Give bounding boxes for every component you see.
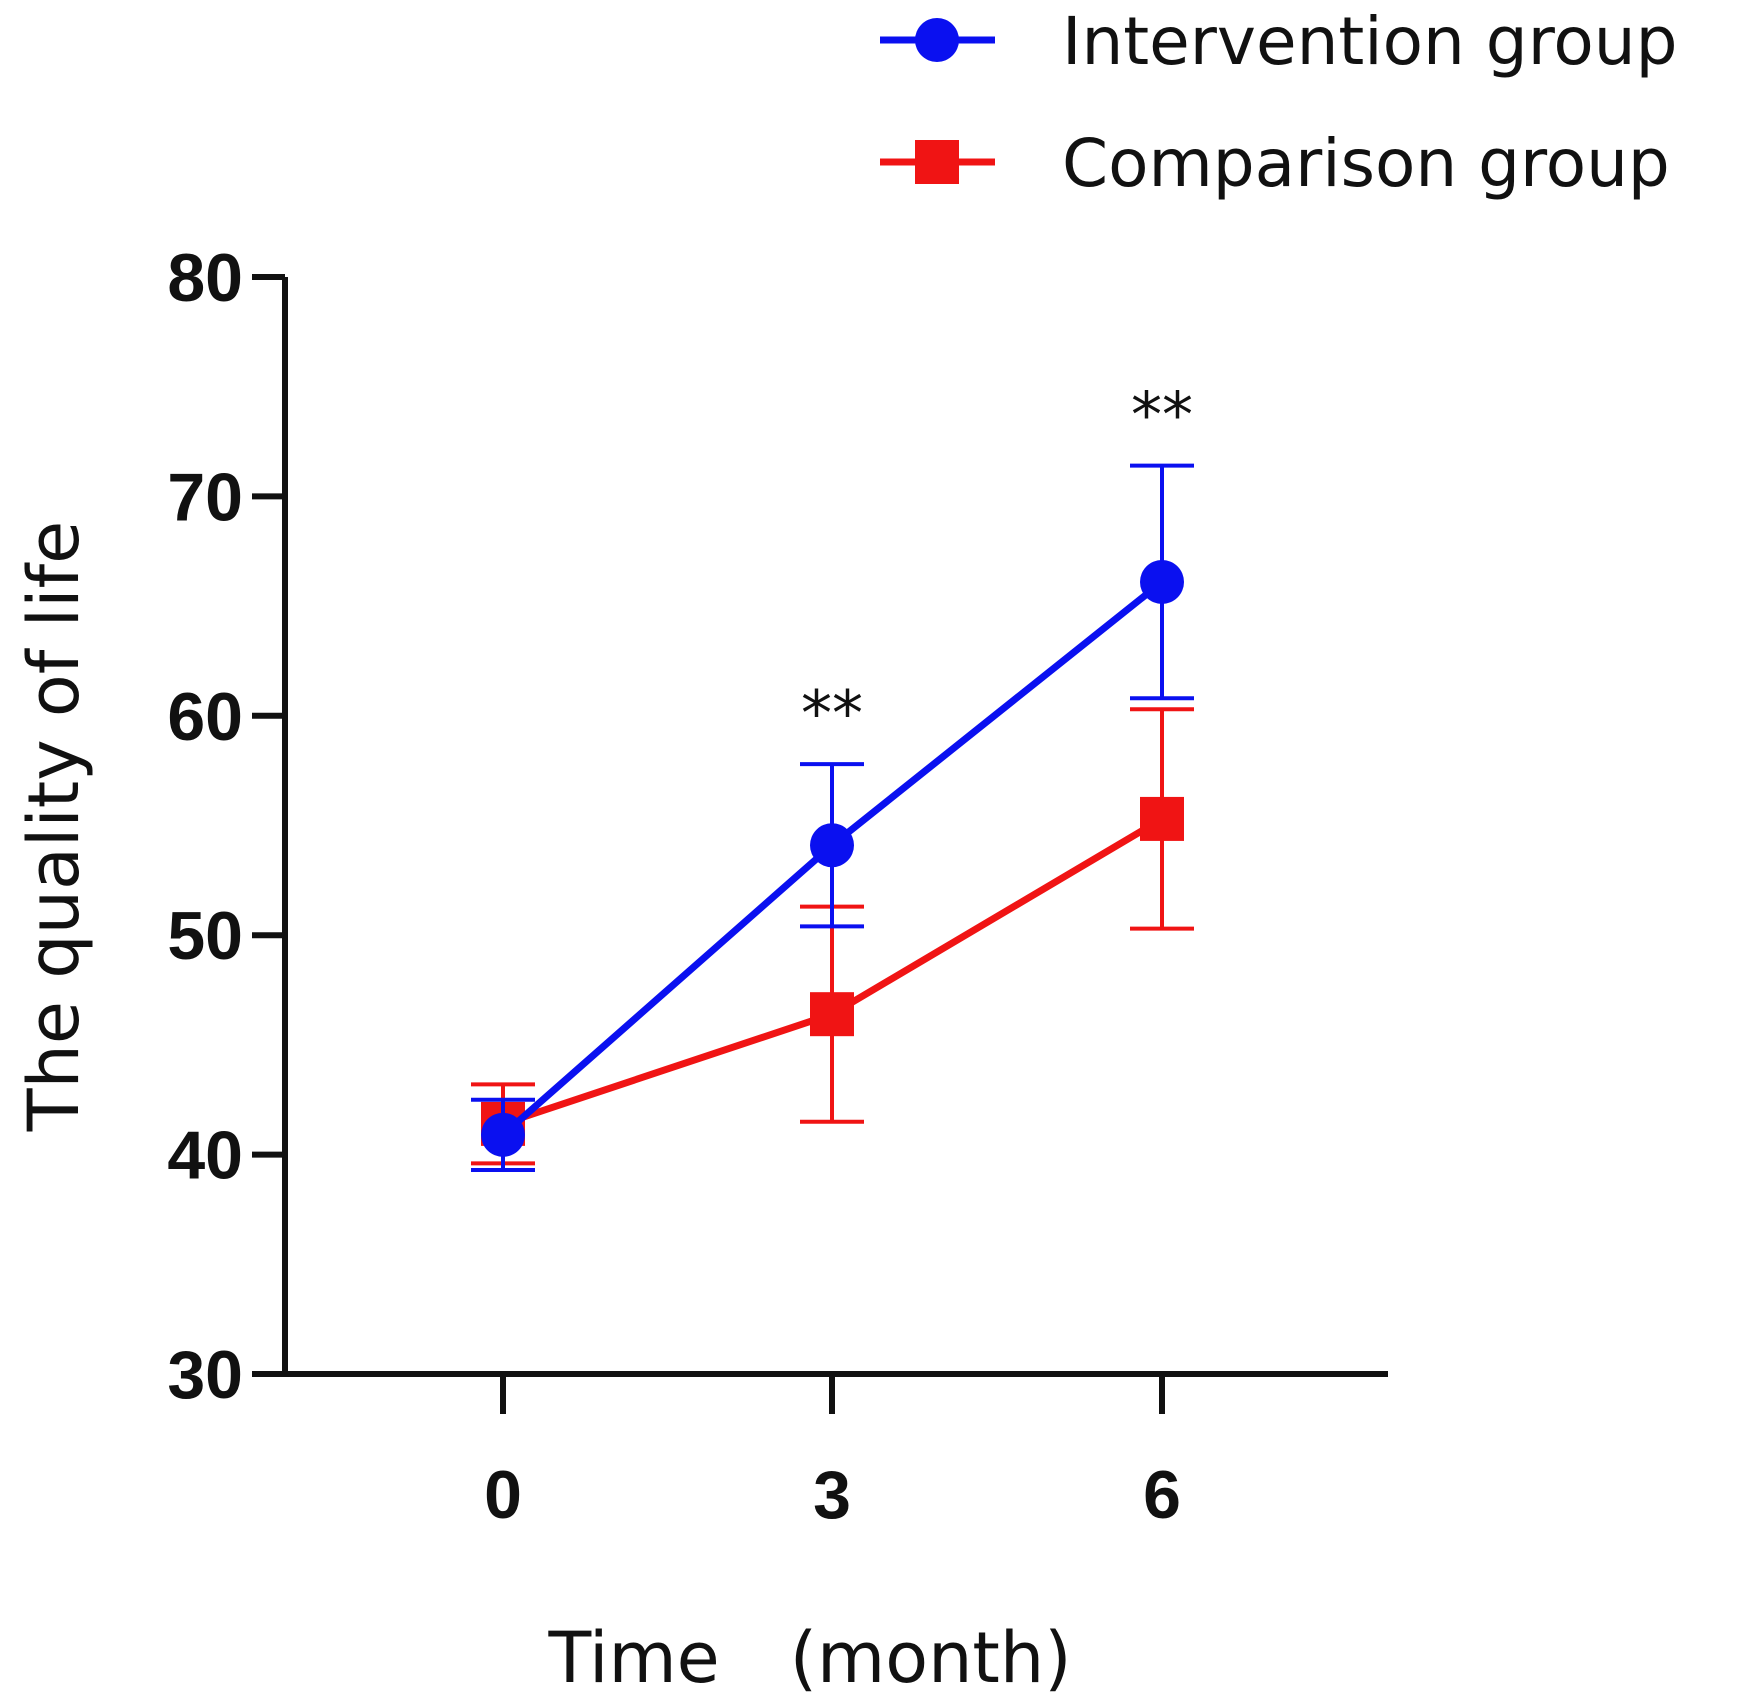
- x-axis-title: Time (month): [547, 1617, 1071, 1699]
- axes: [282, 277, 1388, 1377]
- legend: Intervention group Comparison group: [880, 3, 1678, 202]
- data-point: [1140, 796, 1184, 841]
- legend-label: Comparison group: [1062, 125, 1670, 202]
- x-tick-label: 0: [484, 1457, 522, 1533]
- series-intervention: [471, 463, 1194, 1172]
- y-tick-label: 80: [167, 240, 243, 316]
- plot-area: ** **: [471, 379, 1194, 1172]
- legend-item: Comparison group: [880, 125, 1670, 202]
- x-tick-label: 6: [1143, 1457, 1181, 1533]
- x-tick-label: 3: [813, 1457, 851, 1533]
- data-point: [1140, 559, 1184, 604]
- data-point: [810, 992, 854, 1037]
- legend-label: Intervention group: [1062, 3, 1678, 80]
- y-tick-label: 60: [167, 679, 243, 755]
- x-ticks: 0 3 6: [484, 1374, 1181, 1533]
- legend-item: Intervention group: [880, 3, 1678, 80]
- significance-label: **: [801, 677, 863, 750]
- legend-marker: [915, 18, 959, 62]
- y-tick-label: 70: [167, 459, 243, 535]
- y-axis-title: The quality of life: [13, 521, 95, 1132]
- data-point: [810, 823, 854, 868]
- significance-label: **: [1131, 379, 1193, 452]
- y-tick-label: 40: [167, 1118, 243, 1194]
- y-ticks: 30 40 50 60 70 80: [167, 240, 285, 1413]
- legend-marker: [915, 140, 959, 184]
- y-tick-label: 30: [167, 1337, 243, 1413]
- data-point: [481, 1112, 525, 1157]
- y-tick-label: 50: [167, 898, 243, 974]
